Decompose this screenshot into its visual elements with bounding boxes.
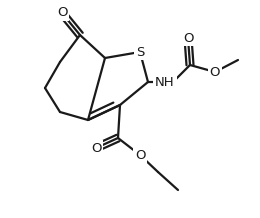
Text: O: O	[183, 31, 193, 44]
Text: S: S	[136, 46, 144, 58]
Text: O: O	[210, 65, 220, 78]
Text: O: O	[57, 7, 67, 19]
Text: O: O	[91, 141, 101, 155]
Text: NH: NH	[155, 75, 175, 89]
Text: O: O	[135, 148, 145, 162]
